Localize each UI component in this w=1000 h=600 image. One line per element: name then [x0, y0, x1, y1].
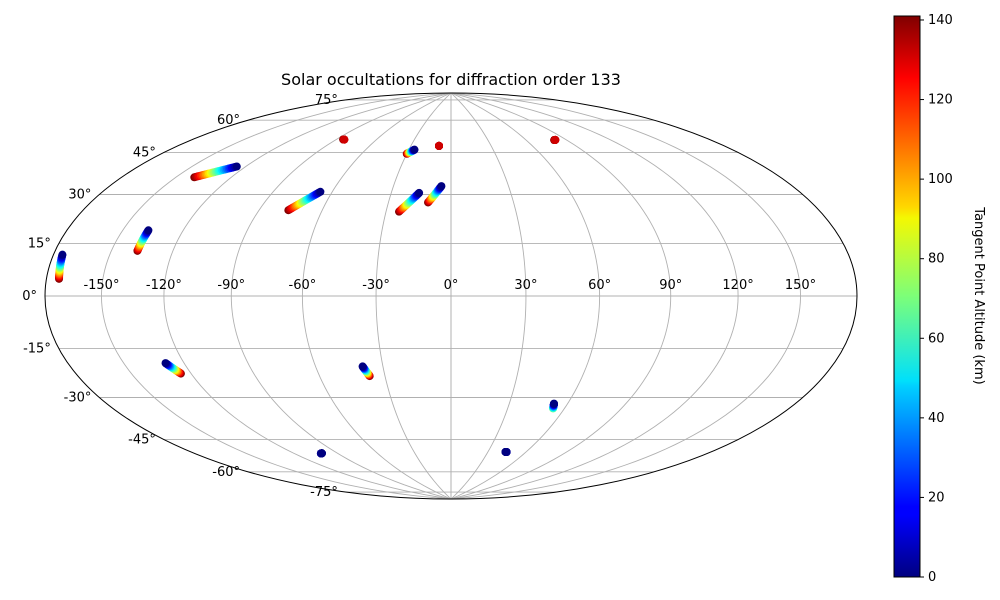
- longitude-tick-labels: -150° -120° -90° -60° -30° 0° 30° 60° 90° 120° 150…: [83, 278, 816, 293]
- colorbar-tick-label: 0: [928, 570, 936, 585]
- track-point: [358, 362, 367, 371]
- occultation-track: [190, 162, 241, 182]
- lon-tick-label: -60°: [289, 278, 317, 293]
- occultation-track: [435, 141, 443, 150]
- map-boundary: [44, 92, 858, 500]
- occultation-track: [55, 250, 67, 283]
- track-point: [410, 145, 419, 154]
- colorbar-gradient: [893, 15, 921, 578]
- occultation-track: [284, 187, 325, 215]
- lat-tick-label: -30°: [64, 391, 92, 406]
- lat-tick-label: -45°: [128, 433, 156, 448]
- occultation-track: [358, 362, 374, 381]
- track-point: [550, 399, 558, 408]
- lat-tick-label: 30°: [68, 188, 91, 203]
- lat-tick-label: 15°: [28, 236, 51, 251]
- lon-tick-label: 0°: [444, 278, 459, 293]
- occultation-track: [550, 135, 560, 145]
- lat-tick-label: -75°: [310, 485, 338, 500]
- lat-tick-label: 60°: [217, 113, 240, 128]
- occultation-track: [549, 399, 558, 413]
- track-point: [435, 141, 443, 150]
- lon-tick-label: 30°: [514, 278, 537, 293]
- colorbar-ticks: 0 20 40 60 80 100 120 140: [920, 13, 953, 585]
- lon-tick-label: -90°: [217, 278, 245, 293]
- occultation-track: [402, 145, 419, 158]
- chart-title: Solar occultations for diffraction order…: [281, 70, 621, 89]
- colorbar-tick-label: 60: [928, 331, 945, 346]
- colorbar-label: Tangent Point Altitude (km): [971, 206, 986, 384]
- lon-tick-label: 60°: [588, 278, 611, 293]
- track-point: [551, 135, 560, 144]
- track-point: [144, 226, 153, 235]
- occultation-track: [339, 135, 349, 144]
- occultation-track: [161, 359, 185, 378]
- lat-tick-label: 75°: [315, 93, 338, 108]
- track-point: [316, 187, 325, 196]
- track-point: [232, 162, 241, 171]
- latitude-tick-labels: -75° -60° -45° -30° -15° 0° 15° 30° 45° 60° 75°: [22, 93, 338, 500]
- colorbar-tick-label: 100: [928, 172, 953, 187]
- lat-tick-label: -15°: [23, 342, 51, 357]
- track-point: [340, 135, 349, 144]
- colorbar-tick-label: 80: [928, 252, 945, 267]
- graticule-grid: [45, 93, 857, 499]
- lon-tick-label: 150°: [785, 278, 816, 293]
- lon-tick-label: 90°: [659, 278, 682, 293]
- colorbar-tick-label: 20: [928, 490, 945, 505]
- colorbar-tick-label: 40: [928, 411, 945, 426]
- colorbar-tick-label: 140: [928, 13, 953, 28]
- track-point: [58, 250, 67, 259]
- occultation-tracks: [55, 135, 560, 458]
- track-point: [415, 188, 424, 197]
- occultation-track: [424, 182, 446, 207]
- lon-tick-label: 120°: [722, 278, 753, 293]
- track-point: [501, 447, 510, 456]
- lon-tick-label: -30°: [362, 278, 390, 293]
- lon-tick-label: -150°: [83, 278, 119, 293]
- occultation-track: [395, 188, 424, 216]
- track-point: [437, 182, 446, 191]
- colorbar-tick-label: 120: [928, 93, 953, 108]
- occultation-track: [501, 447, 511, 457]
- lat-tick-label: 45°: [133, 145, 156, 160]
- lat-tick-label: -60°: [212, 465, 240, 480]
- lat-tick-label: 0°: [22, 289, 37, 304]
- colorbar: 0 20 40 60 80 100 120 140 Tangent Point Altitud…: [893, 13, 986, 585]
- occultation-track: [133, 226, 153, 255]
- track-point: [317, 449, 326, 458]
- lon-tick-label: -120°: [146, 278, 182, 293]
- occultation-track: [316, 449, 326, 458]
- track-point: [161, 359, 170, 368]
